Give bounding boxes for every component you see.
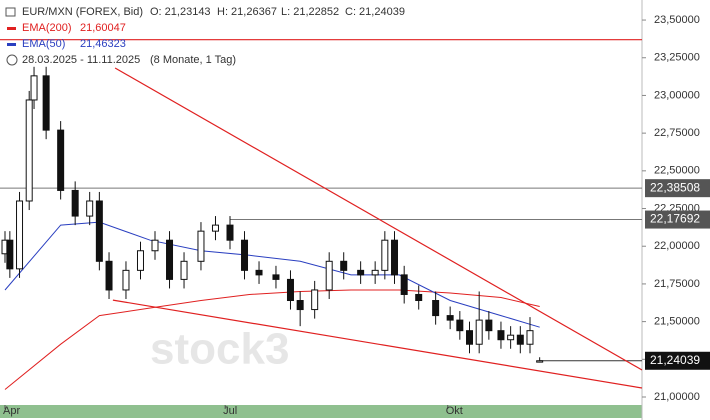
candle-body (381, 239, 389, 271)
candle-body (30, 75, 38, 101)
y-tick-label: 21,00000 (654, 391, 700, 403)
candle-body (357, 269, 365, 276)
candle-body (446, 315, 454, 321)
y-tick-label: 23,25000 (654, 52, 700, 64)
candle-body (95, 200, 103, 262)
y-tick-label: 22,50000 (654, 165, 700, 177)
period: (8 Monate, 1 Tag) (150, 54, 236, 66)
candle-body (415, 293, 423, 302)
candle-body (25, 99, 33, 202)
candle-body (166, 239, 174, 280)
candle-body (255, 269, 263, 276)
candle-body (180, 260, 188, 280)
candle-body (507, 334, 515, 341)
price-label-box (645, 179, 710, 198)
candle-body (526, 330, 534, 345)
candle-body (475, 319, 483, 345)
ema-line (4, 289, 540, 390)
candle-body (371, 269, 379, 276)
ohlc-high: H: 21,26367 (217, 6, 277, 18)
x-tick-label: Apr (3, 405, 20, 417)
candle-body (136, 250, 144, 271)
y-tick-label: 22,75000 (654, 127, 700, 139)
x-tick-label: Jul (223, 405, 237, 417)
date-range: 28.03.2025 - 11.11.2025 (22, 54, 140, 66)
y-tick-label: 21,50000 (654, 316, 700, 328)
clock-icon (6, 54, 18, 66)
candle-body (122, 269, 130, 291)
candle-body (432, 300, 440, 317)
candle-body (241, 239, 249, 271)
y-tick-label: 23,50000 (654, 14, 700, 26)
symbol: EUR/MXN (FOREX, Bid) (22, 6, 143, 18)
ohlc-open: O: 21,23143 (150, 6, 211, 18)
price-label-box (645, 210, 710, 229)
legend-icon (5, 7, 16, 17)
legend-name: EMA(200) (22, 22, 72, 34)
legend-swatch (7, 27, 16, 30)
candle-body (485, 319, 493, 332)
candle-body (42, 75, 50, 131)
candle-body (536, 360, 544, 363)
candle-body (105, 260, 113, 291)
legend: EUR/MXN (FOREX, Bid) O: 21,23143 H: 21,2… (5, 6, 405, 66)
candle-body (400, 274, 408, 295)
candle-body (211, 224, 219, 232)
x-tick-label: Okt (446, 405, 463, 417)
candle-body (197, 230, 205, 262)
candle-body (272, 274, 280, 280)
watermark: stock3 (150, 325, 289, 374)
candle-body (340, 260, 348, 271)
candle-body (325, 260, 333, 291)
candle-body (86, 200, 94, 217)
trendline (112, 299, 643, 389)
candle-body (497, 330, 505, 341)
candle-body (466, 330, 474, 345)
candle-body (456, 319, 464, 332)
time-axis-band (0, 405, 642, 418)
price-label: 22,17692 (650, 212, 700, 226)
legend-name: EMA(50) (22, 38, 65, 50)
trendline (114, 67, 643, 371)
candle-body (6, 239, 14, 270)
legend-value: 21,46323 (80, 38, 126, 50)
price-label: 22,38508 (650, 180, 700, 194)
price-label: 21,24039 (650, 353, 700, 367)
legend-swatch (7, 43, 16, 46)
candle-body (286, 278, 294, 302)
legend-value: 21,60047 (80, 22, 126, 34)
y-tick-label: 23,00000 (654, 89, 700, 101)
candle-body (296, 300, 304, 311)
candle-body (57, 129, 65, 191)
price-label-box (645, 351, 710, 370)
y-tick-label: 22,00000 (654, 240, 700, 252)
candle-body (151, 239, 159, 252)
candle-body (226, 224, 234, 241)
ema-line (4, 221, 540, 328)
candle-body (391, 239, 399, 276)
y-tick-label: 21,75000 (654, 278, 700, 290)
candle-body (16, 200, 24, 270)
candle-body (516, 334, 524, 345)
candle-body (311, 289, 319, 311)
ohlc-close: C: 21,24039 (345, 6, 405, 18)
ohlc-low: L: 21,22852 (281, 6, 339, 18)
candle-body (71, 189, 79, 217)
